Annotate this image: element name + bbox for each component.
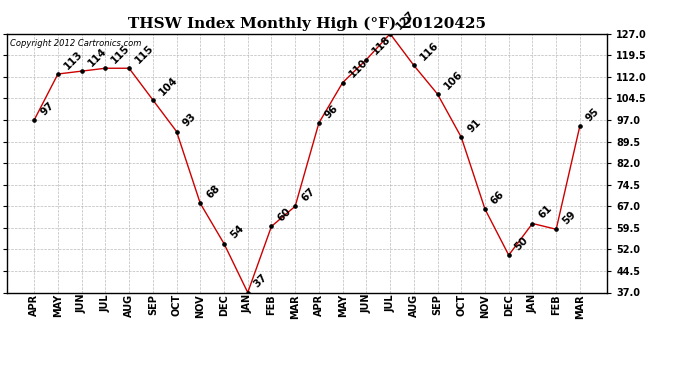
Text: 93: 93 — [181, 111, 198, 129]
Text: 113: 113 — [62, 49, 85, 71]
Text: 97: 97 — [39, 100, 56, 117]
Text: 61: 61 — [537, 203, 554, 221]
Text: 60: 60 — [275, 206, 293, 224]
Text: 106: 106 — [442, 69, 464, 92]
Title: THSW Index Monthly High (°F) 20120425: THSW Index Monthly High (°F) 20120425 — [128, 17, 486, 31]
Text: 54: 54 — [228, 224, 246, 241]
Text: Copyright 2012 Cartronics.com: Copyright 2012 Cartronics.com — [10, 39, 141, 48]
Text: 116: 116 — [418, 40, 440, 63]
Text: 118: 118 — [371, 34, 393, 57]
Text: 95: 95 — [584, 106, 601, 123]
Text: 59: 59 — [560, 209, 578, 226]
Text: 37: 37 — [252, 272, 269, 290]
Text: 115: 115 — [110, 43, 132, 66]
Text: 115: 115 — [133, 43, 156, 66]
Text: 114: 114 — [86, 46, 108, 68]
Text: 91: 91 — [466, 117, 483, 135]
Text: 127: 127 — [394, 8, 417, 31]
Text: 110: 110 — [347, 57, 369, 80]
Text: 67: 67 — [299, 186, 317, 204]
Text: 50: 50 — [513, 235, 530, 252]
Text: 96: 96 — [323, 103, 340, 120]
Text: 66: 66 — [489, 189, 506, 206]
Text: 68: 68 — [204, 183, 221, 201]
Text: 104: 104 — [157, 75, 179, 97]
